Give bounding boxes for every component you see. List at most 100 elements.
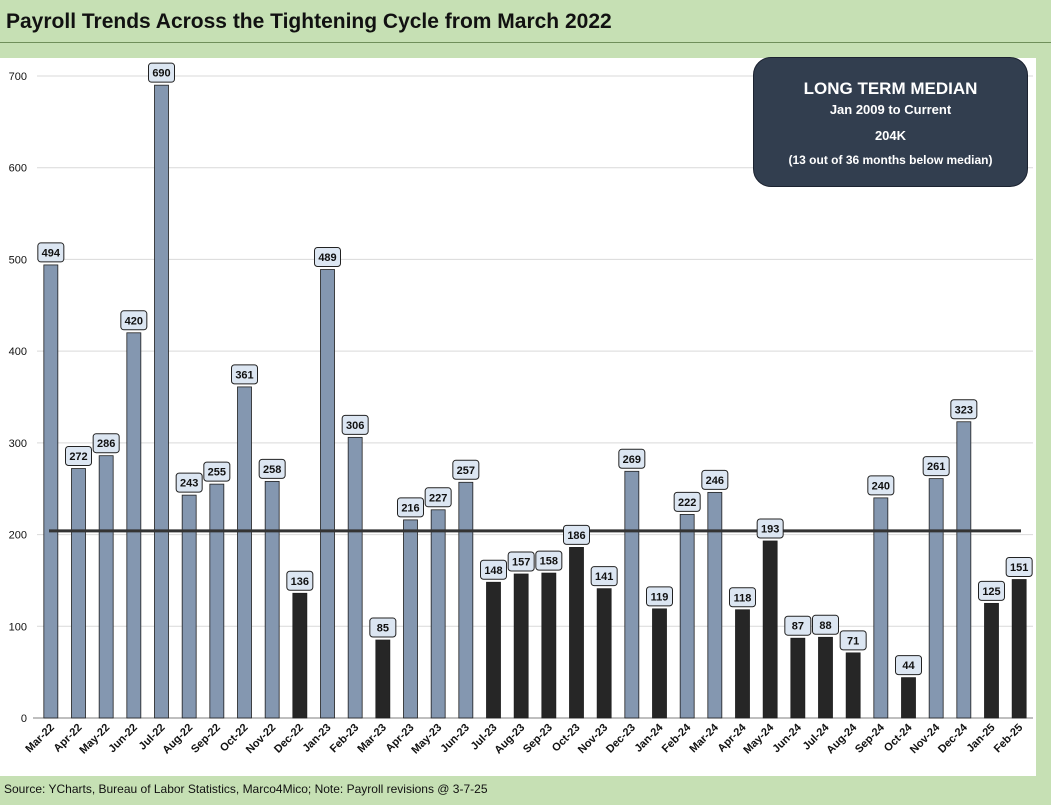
data-labels: 494 272 286 420 690 243 255 361 258 136 489 306 85 21… [37, 62, 1033, 676]
data-label-box [618, 448, 646, 469]
data-label: 119 [651, 591, 669, 603]
bar [71, 468, 86, 719]
data-label-box [839, 630, 867, 651]
data-label: 257 [457, 465, 475, 477]
y-tick-label: 500 [9, 254, 27, 266]
bar [735, 609, 750, 719]
data-label-box [812, 614, 839, 635]
bar [126, 332, 142, 719]
data-label: 148 [484, 565, 502, 577]
title-bar: Payroll Trends Across the Tightening Cyc… [0, 0, 1051, 43]
y-tick-label: 100 [9, 621, 27, 633]
data-label: 246 [706, 475, 724, 487]
bar [375, 639, 391, 719]
data-label: 141 [595, 571, 613, 583]
data-label: 361 [235, 369, 253, 381]
bar [956, 421, 972, 719]
data-label-box [397, 497, 424, 518]
bar [403, 519, 418, 719]
bar [984, 602, 999, 719]
data-label-box [507, 551, 535, 572]
data-label: 306 [346, 420, 364, 432]
bar [901, 677, 916, 719]
bar [652, 608, 667, 719]
data-label-box [314, 247, 341, 268]
data-label: 151 [1010, 562, 1028, 574]
data-label: 690 [152, 68, 170, 80]
bar [430, 509, 446, 719]
data-label: 243 [180, 478, 198, 490]
data-label-box [950, 399, 978, 420]
data-label: 118 [734, 592, 752, 604]
data-label: 323 [955, 404, 973, 416]
data-label: 157 [512, 557, 530, 569]
bar [596, 588, 612, 719]
data-label: 240 [872, 480, 890, 492]
bar [928, 478, 944, 719]
data-label-box [148, 62, 175, 83]
source-note: Source: YCharts, Bureau of Labor Statist… [4, 782, 488, 796]
data-label: 216 [401, 502, 419, 514]
data-label: 158 [540, 556, 558, 568]
data-label-box [867, 475, 895, 496]
bar [458, 481, 474, 719]
bar [209, 483, 225, 719]
data-label-box [895, 655, 922, 676]
data-label-box [341, 414, 369, 435]
data-label-box [756, 518, 784, 539]
data-label-box [286, 570, 314, 591]
data-label-box [784, 615, 812, 636]
data-label-box [120, 310, 148, 331]
data-label-box [701, 469, 729, 490]
bar [154, 84, 169, 719]
chart-title: Payroll Trends Across the Tightening Cyc… [6, 10, 612, 33]
data-label-box [590, 566, 618, 587]
bar [292, 592, 308, 719]
y-axis: 0 100 200 300 400 500 600 700 [9, 71, 1033, 725]
y-tick-label: 600 [9, 163, 27, 175]
bar [43, 264, 59, 719]
bar [818, 636, 833, 719]
data-label: 494 [42, 247, 61, 259]
data-label: 261 [927, 461, 945, 473]
y-tick-label: 700 [9, 71, 27, 83]
data-label: 125 [982, 586, 1000, 598]
bar [513, 573, 529, 719]
data-label-box [978, 580, 1005, 601]
bar [790, 637, 806, 719]
bar [624, 470, 640, 719]
bar [320, 269, 335, 719]
data-label-box [37, 242, 65, 263]
bar [264, 480, 280, 719]
data-label: 269 [623, 454, 641, 466]
data-label-box [1005, 557, 1033, 578]
median-box-subtitle: Jan 2009 to Current [829, 102, 952, 117]
data-label: 136 [291, 576, 309, 588]
bar [569, 547, 584, 719]
bar [845, 652, 861, 719]
median-box-title: LONG TERM MEDIAN [803, 79, 978, 98]
data-label: 87 [792, 621, 804, 633]
data-label-box [175, 472, 203, 493]
data-label-box [92, 433, 120, 454]
bar [873, 497, 889, 719]
data-label: 420 [125, 315, 143, 327]
bar [347, 436, 363, 719]
data-label-box [65, 446, 92, 467]
median-box-note: (13 out of 36 months below median) [788, 153, 993, 167]
data-label: 85 [377, 623, 389, 635]
bar [486, 581, 501, 719]
bar [762, 540, 778, 719]
data-label: 186 [567, 530, 585, 542]
y-tick-label: 400 [9, 346, 27, 358]
data-label-box [258, 458, 286, 479]
bar [181, 494, 197, 719]
y-tick-label: 0 [21, 713, 27, 725]
data-label-box [452, 459, 480, 480]
data-label: 227 [429, 492, 447, 504]
bar [541, 572, 557, 719]
median-callout: LONG TERM MEDIAN Jan 2009 to Current 204… [753, 57, 1028, 187]
data-label-box [480, 559, 507, 580]
bar [1011, 579, 1027, 719]
bar [98, 455, 114, 719]
